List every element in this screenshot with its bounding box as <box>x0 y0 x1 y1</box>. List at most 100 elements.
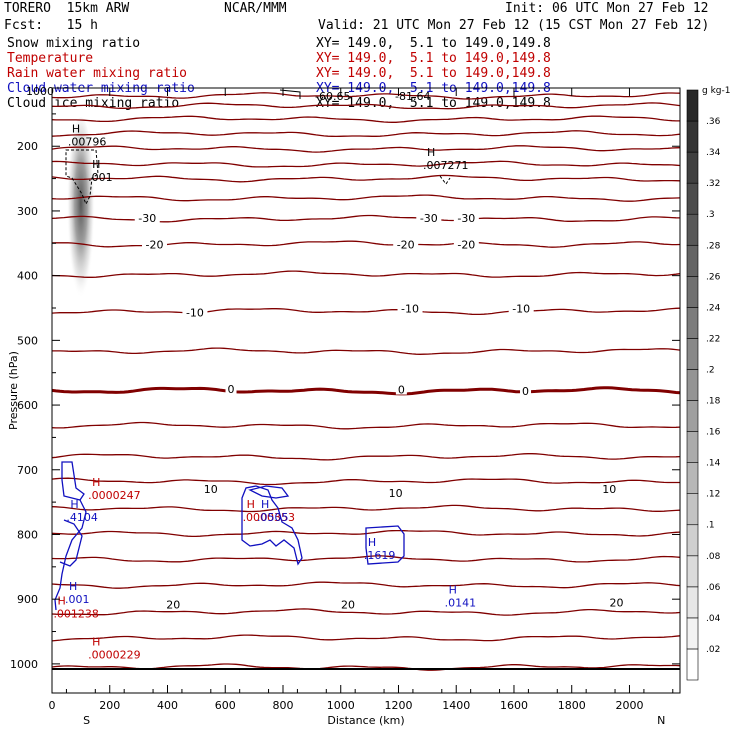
colorbar-segment <box>686 586 699 619</box>
contour-label: -20 <box>146 239 164 252</box>
maximum-marker: H <box>57 595 65 608</box>
colorbar-segment <box>686 120 699 153</box>
contour-label: -10 <box>401 303 419 316</box>
maximum-value: .0000229 <box>88 648 140 661</box>
temperature-contour <box>51 634 681 642</box>
field-xy-range: XY= 149.0, 5.1 to 149.0,149.8 <box>316 36 551 51</box>
x-tick-label: 1800 <box>558 699 586 712</box>
contour-label: -20 <box>457 239 475 252</box>
colorbar-label: .02 <box>706 645 720 655</box>
maximum-value: .001 <box>65 593 90 606</box>
y-tick-label: 300 <box>17 205 38 218</box>
colorbar-label: .06 <box>706 583 721 593</box>
colorbar-label: .12 <box>706 490 720 500</box>
center-title: NCAR/MMM <box>224 1 287 16</box>
x-tick-label: 800 <box>272 699 293 712</box>
contour-label: -10 <box>186 307 204 320</box>
maximum-value: .00796 <box>68 135 107 148</box>
x-tick-label: 1200 <box>384 699 412 712</box>
colorbar-segment <box>686 431 699 463</box>
colorbar-segment <box>686 617 699 650</box>
temperature-contour <box>51 194 681 202</box>
x-tick-label: 0 <box>49 699 56 712</box>
overlap-label: -60.65 <box>315 90 350 103</box>
cloud-water-contour <box>241 485 303 566</box>
colorbar-label: .2 <box>706 365 715 375</box>
temperature-contour <box>51 307 681 316</box>
temperature-contour <box>51 453 681 461</box>
colorbar-segment <box>686 307 699 339</box>
contour-label: 0 <box>398 384 405 397</box>
contour-label-bg <box>142 238 168 250</box>
colorbar-label: .04 <box>706 614 721 624</box>
x-tick-label: 200 <box>99 699 120 712</box>
colorbar-segment <box>686 182 699 215</box>
maximum-marker: H <box>368 536 376 549</box>
maximum-value: .001238 <box>53 608 99 621</box>
y-tick-label: 1000 <box>10 658 38 671</box>
forecast-hour: Fcst: 15 h <box>4 18 98 33</box>
snow-shading <box>66 117 95 308</box>
colorbar-segment <box>686 555 699 588</box>
x-tick-label: 1400 <box>442 699 470 712</box>
maximum-value: .0505 <box>257 511 289 524</box>
maximum-value: .0000353 <box>243 511 296 524</box>
cloud-water-contour <box>248 485 290 499</box>
colorbar-label: .22 <box>706 334 720 344</box>
x-tick-label: 400 <box>157 699 178 712</box>
field-name: Temperature <box>7 51 94 66</box>
contour-label-bg <box>386 487 405 499</box>
colorbar-unit: g kg-1 <box>702 86 730 96</box>
contour-label-bg <box>225 382 237 394</box>
contour-label: -20 <box>397 239 415 252</box>
y-tick-label: 500 <box>17 334 38 347</box>
field-name: Rain water mixing ratio <box>7 66 188 81</box>
temperature-contour <box>51 160 681 168</box>
x-tick-label: 1600 <box>500 699 528 712</box>
colorbar-segment <box>686 213 699 246</box>
temperature-contour <box>51 608 681 616</box>
colorbar-label: .14 <box>706 459 721 469</box>
y-tick-label: 700 <box>17 464 38 477</box>
contour-label-bg <box>508 302 534 314</box>
init-time: Init: 06 UTC Mon 27 Feb 12 <box>505 1 709 16</box>
contour-label: 20 <box>609 596 623 609</box>
cloud-ice-contour <box>65 149 99 206</box>
contour-label-bg <box>395 383 407 395</box>
contour-label: 10 <box>204 483 218 496</box>
temperature-contour <box>51 386 681 396</box>
temperature-contour <box>51 504 681 513</box>
temperature-contour <box>51 555 681 563</box>
maximum-marker: H <box>70 498 78 511</box>
colorbar-segment <box>686 151 699 184</box>
colorbar-label: .18 <box>706 397 721 407</box>
temperature-contour <box>51 270 681 278</box>
maximum-marker: H <box>72 122 80 135</box>
contour-label-bg <box>453 212 479 224</box>
colorbar-segment <box>686 244 699 277</box>
temperature-contour <box>51 477 680 486</box>
temperature-contour <box>51 130 681 138</box>
maximum-value: .001 <box>88 171 113 184</box>
maximum-marker: H <box>92 158 100 171</box>
north-label: N <box>657 714 665 727</box>
contour-label: -30 <box>457 212 475 225</box>
temperature-contour <box>51 145 681 153</box>
contour-label-bg <box>164 598 183 610</box>
temperature-contour <box>51 115 680 123</box>
colorbar-label: .28 <box>706 241 721 251</box>
colorbar-label: .36 <box>706 117 721 127</box>
x-tick-label: 2000 <box>615 699 643 712</box>
colorbar-segment <box>686 400 699 432</box>
contour-label: -30 <box>138 212 156 225</box>
colorbar-label: .24 <box>706 303 721 313</box>
y-tick-label: 600 <box>17 399 38 412</box>
field-xy-range: XY= 149.0, 5.1 to 149.0,149.8 <box>316 51 551 66</box>
contour-label: 20 <box>341 598 355 611</box>
maximum-marker: H <box>427 146 435 159</box>
contour-label: 10 <box>389 487 403 500</box>
temperature-contour <box>51 581 681 589</box>
maximum-marker: H <box>92 635 100 648</box>
maximum-marker: H <box>247 498 255 511</box>
